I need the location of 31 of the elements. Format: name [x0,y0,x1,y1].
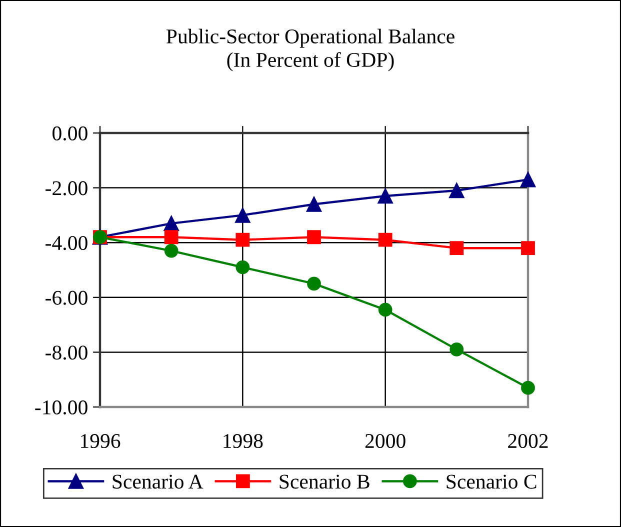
x-tick-label: 2000 [365,434,406,448]
point [164,244,178,258]
point [307,276,321,291]
y-tick-label: -4.00 [46,236,88,250]
point [378,232,392,247]
point [236,260,250,274]
legend-label: Scenario B [280,474,370,489]
point [306,196,322,212]
x-tick-label: 1996 [81,434,120,448]
y-tick-label: -10.00 [35,400,88,415]
y-tick-label: -8.00 [46,346,88,360]
point [307,230,321,244]
y-tick-label: 0.00 [52,126,88,141]
point [520,172,536,188]
y-tick-label: -6.00 [46,290,88,305]
chart-title: Public-Sector Operational Balance (In Percent of GDP) [166,28,454,72]
point [378,188,393,204]
legend-label: Scenario A [112,474,204,489]
point [449,182,464,198]
point [450,342,464,356]
legend-label: Scenario C [446,474,536,489]
x-tick-label: 2002 [508,434,548,448]
point [236,232,250,247]
point [450,241,464,256]
point [378,302,392,317]
y-tick-label: -2.00 [46,181,88,196]
point [235,208,250,223]
point [164,230,178,244]
point [521,241,535,256]
x-tick-label: 1998 [224,434,263,448]
point [521,380,535,395]
